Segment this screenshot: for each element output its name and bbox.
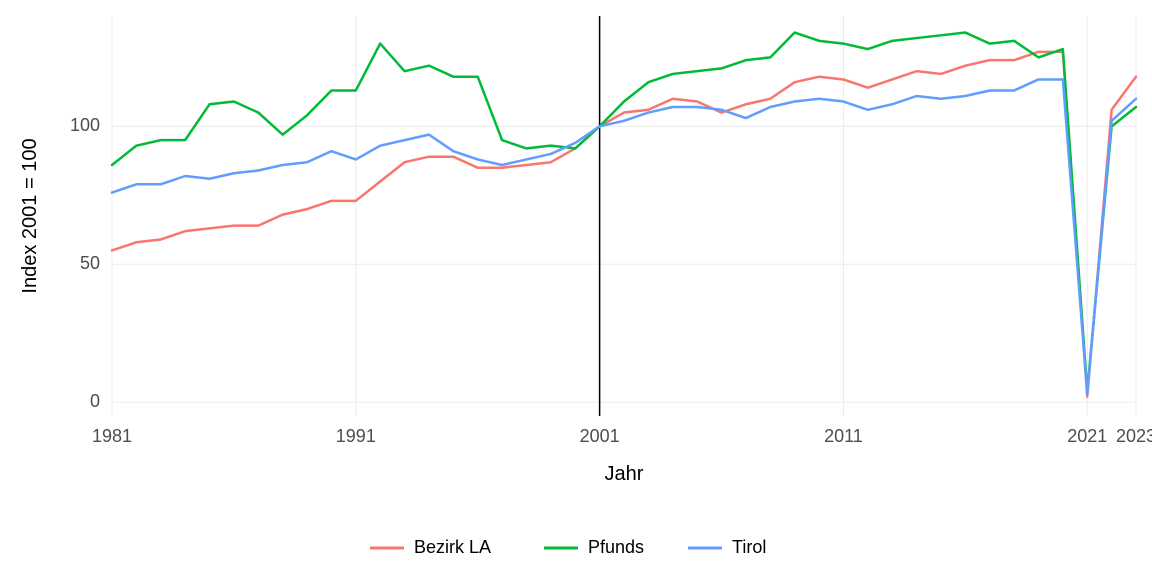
x-tick-label: 1981 — [92, 426, 132, 446]
legend: Bezirk LA Pfunds Tirol — [370, 537, 766, 557]
x-tick-label: 2001 — [580, 426, 620, 446]
series-line — [112, 52, 1136, 397]
series-line — [112, 33, 1136, 392]
x-tick-labels: 1981 1991 2001 2011 2021 2023 — [92, 426, 1152, 446]
legend-label: Bezirk LA — [414, 537, 491, 557]
x-tick-label: 2023 — [1116, 426, 1152, 446]
legend-item: Pfunds — [544, 537, 644, 557]
x-axis-title: Jahr — [605, 463, 644, 485]
series-group — [112, 33, 1136, 397]
legend-item: Bezirk LA — [370, 537, 491, 557]
y-tick-label: 100 — [70, 115, 100, 135]
y-tick-label: 50 — [80, 253, 100, 273]
legend-label: Pfunds — [588, 537, 644, 557]
x-tick-label: 2021 — [1067, 426, 1107, 446]
x-tick-label: 1991 — [336, 426, 376, 446]
legend-item: Tirol — [688, 537, 766, 557]
line-chart: 1981 1991 2001 2011 2021 2023 0 50 100 Jahr Ind… — [0, 0, 1152, 576]
y-tick-label: 0 — [90, 391, 100, 411]
x-tick-label: 2011 — [824, 426, 863, 446]
legend-label: Tirol — [732, 537, 766, 557]
grid-vertical — [112, 16, 1136, 416]
y-axis-title: Index 2001 = 100 — [19, 138, 41, 293]
y-tick-labels: 0 50 100 — [70, 115, 100, 411]
